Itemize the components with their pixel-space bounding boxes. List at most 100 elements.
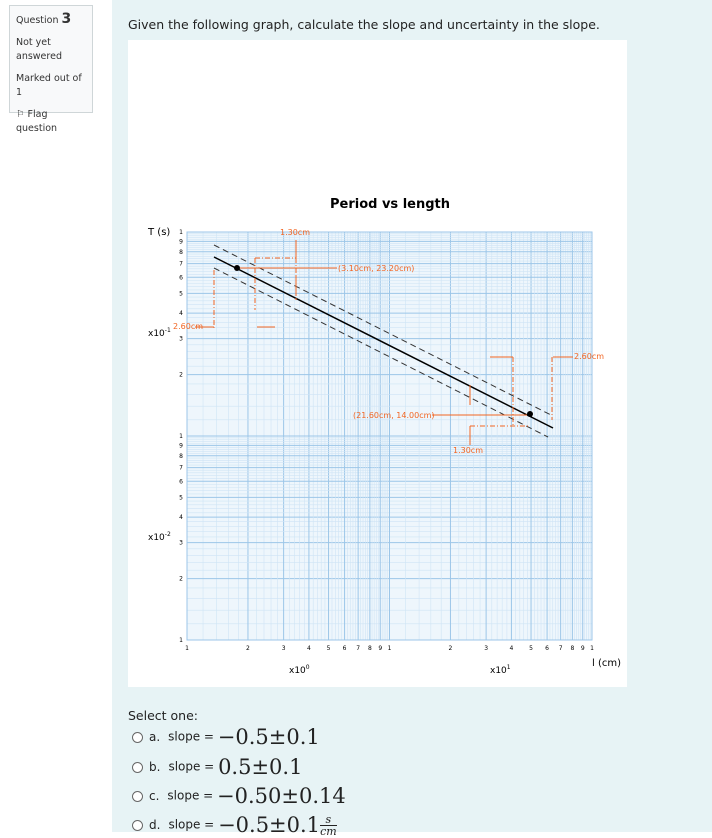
option-math[interactable]: −0.50±0.14 (217, 784, 346, 808)
x-tick-label: 1 (185, 645, 189, 652)
y-tick-label: 3 (179, 540, 183, 547)
x-tick-label: 7 (559, 645, 563, 652)
x-tick-label: 5 (327, 645, 331, 652)
option-text[interactable]: slope = (167, 788, 218, 803)
question-state: Not yet answered (16, 37, 62, 62)
graph-title: Period vs length (330, 197, 450, 212)
annotation: (3.10cm, 23.20cm) (338, 264, 414, 273)
axis-multiplier: x10-1 (148, 327, 171, 339)
unit-fraction[interactable]: s cm (320, 814, 337, 837)
y-tick-label: 4 (179, 514, 183, 521)
annotation: 1.30cm (453, 446, 483, 455)
y-tick-label: 3 (179, 336, 183, 343)
x-tick-label: 4 (510, 645, 514, 652)
unit-numerator[interactable]: s (325, 812, 332, 826)
axis-multiplier: x100 (289, 664, 310, 676)
x-tick-label: 1 (388, 645, 392, 652)
question-marks: Marked out of 1 (16, 73, 82, 98)
option-letter[interactable]: a. (149, 729, 161, 744)
multiplier-base: x10 (148, 329, 165, 339)
option-text[interactable]: slope = (168, 759, 219, 774)
plot-border (186, 231, 593, 641)
x-tick-label: 4 (307, 645, 311, 652)
option[interactable]: d. slope = −0.5±0.1 s cm (132, 813, 337, 837)
y-tick-label: 7 (179, 261, 183, 268)
x-tick-label: 7 (356, 645, 360, 652)
y-tick-label: 5 (179, 494, 183, 501)
point (527, 411, 533, 417)
y-tick-label: 1 (179, 229, 183, 236)
unit-denominator[interactable]: cm (320, 824, 337, 838)
multiplier-exp: -2 (165, 531, 171, 538)
y-tick-label: 1 (179, 433, 183, 440)
y-tick-label: 4 (179, 310, 183, 317)
question-heading: Question 3 (16, 12, 86, 28)
multiplier-base: x10 (289, 666, 306, 676)
option-letter[interactable]: b. (149, 759, 161, 774)
question-label: Question (16, 15, 59, 26)
x-tick-label: 3 (484, 645, 488, 652)
y-axis-label: T (s) (147, 227, 170, 238)
y-tick-label: 8 (179, 249, 183, 256)
option-text[interactable]: slope = (168, 817, 219, 832)
x-tick-label: 9 (378, 645, 382, 652)
y-tick-label: 9 (179, 238, 183, 245)
option-letter[interactable]: d. (149, 817, 161, 832)
annotation: (21.60cm, 14.00cm) (353, 411, 435, 420)
x-tick-label: 8 (368, 645, 372, 652)
y-tick-label: 5 (179, 290, 183, 297)
annotation: 1.30cm (280, 228, 310, 237)
option-letter[interactable]: c. (149, 788, 160, 803)
graph-line (213, 256, 554, 429)
graph-line (213, 244, 554, 417)
y-tick-label: 2 (179, 576, 183, 583)
x-tick-label: 1 (590, 645, 594, 652)
graph-line (213, 267, 549, 438)
option-math[interactable]: 0.5±0.1 (218, 755, 303, 779)
x-tick-label: 6 (545, 645, 549, 652)
option[interactable]: a. slope = −0.5±0.1 (132, 725, 320, 749)
option[interactable]: c. slope = −0.50±0.14 (132, 784, 346, 808)
option-math[interactable]: −0.5±0.1 (218, 813, 321, 837)
option-math[interactable]: −0.5±0.1 (217, 725, 320, 749)
annotation: 2.60cm (574, 352, 604, 361)
question-content: Given the following graph, calculate the… (112, 0, 712, 837)
annotation: 2.60cm (173, 322, 203, 331)
radio[interactable] (132, 819, 143, 831)
multiplier-exp: 0 (306, 664, 310, 671)
radio[interactable] (132, 790, 143, 802)
radio[interactable] (132, 731, 143, 743)
multiplier-exp: -1 (165, 327, 171, 334)
x-tick-label: 2 (449, 645, 453, 652)
multiplier-exp: 1 (507, 664, 511, 671)
multiplier-base: x10 (148, 533, 165, 543)
question-info: Question 3 Not yet answered Marked out o… (9, 5, 93, 134)
x-tick-label: 9 (581, 645, 585, 652)
radio[interactable] (132, 761, 143, 773)
x-tick-label: 6 (343, 645, 347, 652)
flag-question[interactable]: ⚐ Flag question (16, 109, 58, 134)
x-tick-label: 3 (282, 645, 286, 652)
x-tick-label: 2 (246, 645, 250, 652)
graph-image: Period vs length T (s) l (cm) 1 1 2 2 3 3 4 4 5 5 6 6 7… (128, 40, 627, 687)
multiplier-base: x10 (490, 666, 507, 676)
axis-multiplier: x101 (490, 664, 511, 676)
option[interactable]: b. slope = 0.5±0.1 (132, 755, 302, 779)
flag-label[interactable]: Flag question (16, 109, 58, 134)
prompt: Select one: (128, 708, 199, 723)
y-tick-label: 9 (179, 442, 183, 449)
x-tick-label: 5 (529, 645, 533, 652)
y-tick-label: 8 (179, 453, 183, 460)
axis-multiplier: x10-2 (148, 531, 171, 543)
x-axis-label: l (cm) (592, 658, 621, 669)
y-tick-label: 7 (179, 465, 183, 472)
y-tick-label: 6 (179, 274, 183, 281)
question-text: Given the following graph, calculate the… (128, 17, 600, 32)
option-text[interactable]: slope = (168, 729, 218, 744)
question-number: 3 (61, 11, 72, 27)
y-tick-label: 1 (179, 637, 183, 644)
y-tick-label: 6 (179, 478, 183, 485)
y-tick-label: 2 (179, 372, 183, 379)
